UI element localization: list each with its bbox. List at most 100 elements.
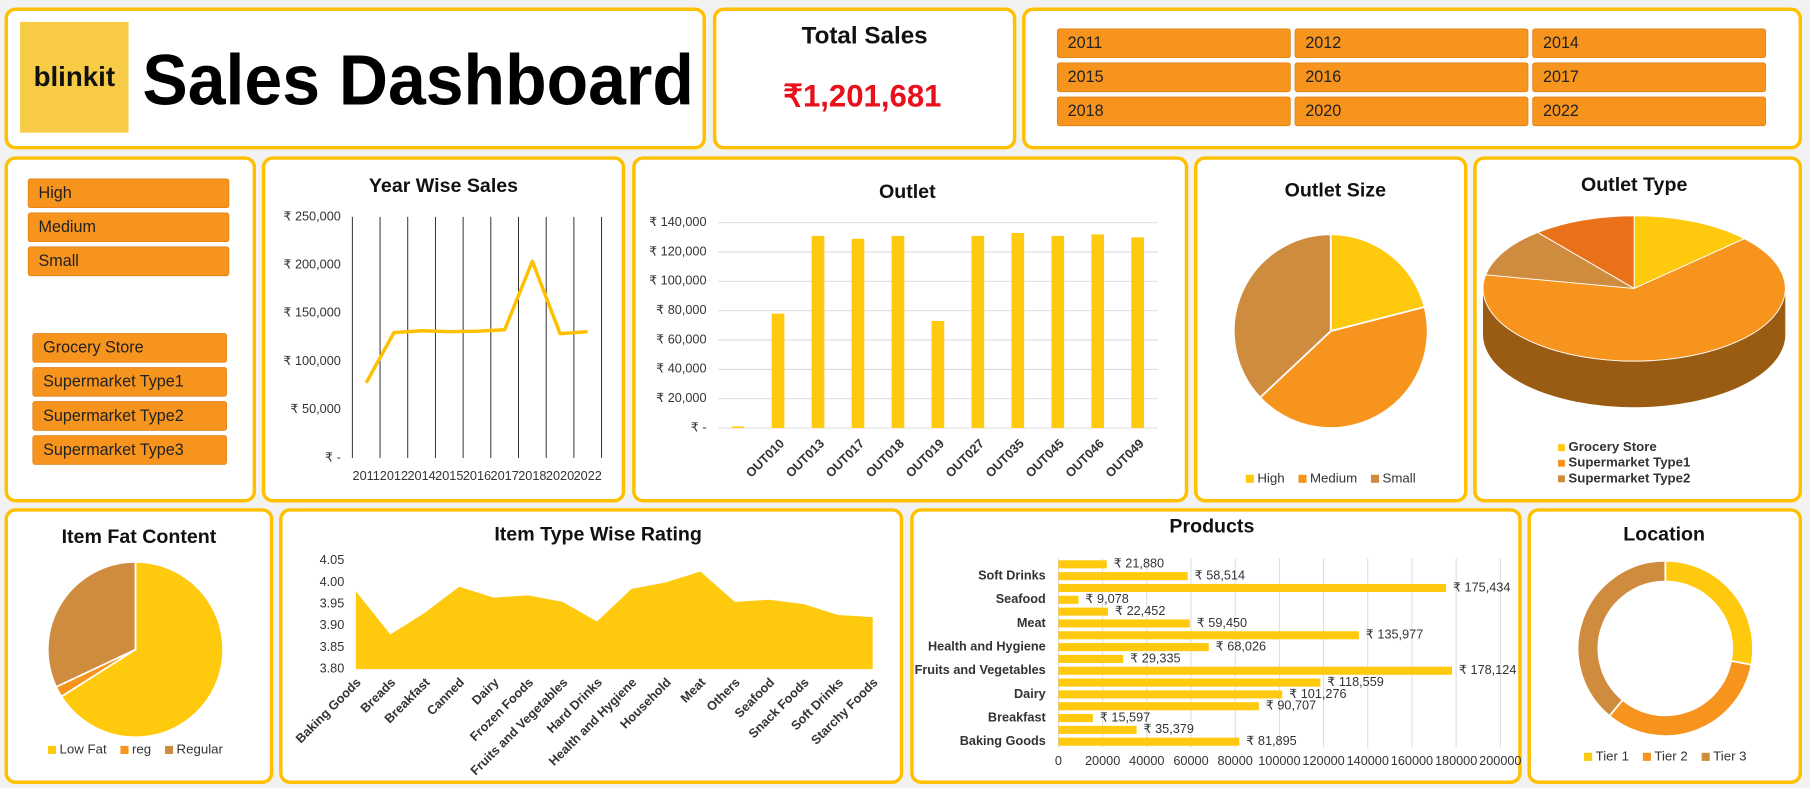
data-label: ₹ 68,026: [1216, 639, 1266, 653]
year-slicer-button[interactable]: 2020: [1294, 96, 1529, 127]
chart-title: Location: [1623, 524, 1705, 546]
slicer-button-label[interactable]: 2015: [1068, 68, 1104, 86]
slicer-button-bg[interactable]: [1056, 62, 1291, 93]
legend-label: Tier 3: [1713, 748, 1746, 763]
outlet-type-slicer-button[interactable]: Supermarket Type2: [32, 401, 227, 431]
slicer-button-label[interactable]: Supermarket Type2: [43, 407, 184, 425]
slicer-button-label[interactable]: 2011: [1068, 34, 1103, 52]
slicer-button-label[interactable]: Grocery Store: [43, 339, 143, 357]
slicer-button-bg[interactable]: [32, 401, 227, 431]
bar: [1058, 690, 1283, 699]
outlet-size-slicer-button[interactable]: High: [27, 178, 230, 209]
slicer-button-bg[interactable]: [27, 178, 230, 209]
slicer-button-bg[interactable]: [32, 367, 227, 397]
x-tick-label: 2011: [353, 469, 380, 483]
slicer-button-bg[interactable]: [1532, 28, 1767, 59]
header-panel: [4, 7, 706, 150]
slicer-button-label[interactable]: 2017: [1543, 68, 1579, 86]
x-tick-label: 2020: [546, 469, 574, 483]
slicer-button-bg[interactable]: [32, 435, 227, 465]
y-tick-label: 4.05: [320, 553, 345, 567]
x-tick-label: 180000: [1435, 754, 1477, 768]
pie-slice: [1232, 233, 1332, 399]
slicer-button-label[interactable]: Medium: [39, 218, 96, 236]
bar: [1058, 583, 1447, 593]
x-tick-label: 100000: [1258, 754, 1300, 768]
data-label: ₹ 9,078: [1085, 592, 1128, 606]
chart-title: Outlet Type: [1581, 174, 1688, 196]
bar: [1058, 560, 1107, 569]
legend-swatch: [1298, 474, 1307, 483]
slicer-button-bg[interactable]: [32, 333, 227, 363]
legend-label: Tier 2: [1654, 748, 1687, 763]
outlet-type-slicer-button[interactable]: Grocery Store: [32, 333, 227, 363]
x-tick-label: 2012: [380, 469, 408, 483]
dashboard-title: Sales Dashboard: [142, 40, 693, 120]
year-slicer-button[interactable]: 2011: [1056, 28, 1291, 59]
slicer-button-bg[interactable]: [1056, 96, 1291, 127]
y-tick-label: Breakfast: [988, 710, 1047, 724]
data-label: ₹ 101,276: [1289, 687, 1346, 701]
slicer-button-bg[interactable]: [1056, 28, 1291, 59]
bar: [1091, 234, 1105, 429]
slicer-button-bg[interactable]: [27, 212, 230, 243]
y-tick-label: ₹ 20,000: [656, 391, 706, 405]
year-slicer-button[interactable]: 2018: [1056, 96, 1291, 127]
legend-label: Tier 1: [1596, 748, 1629, 763]
data-label: ₹ 178,124: [1459, 663, 1516, 677]
slicer-button-label[interactable]: 2018: [1068, 102, 1104, 120]
year-slicer-button[interactable]: 2022: [1532, 96, 1767, 127]
legend-swatch: [1558, 444, 1565, 452]
x-tick-label: 60000: [1173, 754, 1208, 768]
outlet-size-slicer-button[interactable]: Small: [27, 246, 230, 277]
year-slicer-button[interactable]: 2014: [1532, 28, 1767, 59]
year-slicer-button[interactable]: 2015: [1056, 62, 1291, 93]
year-slicer-button[interactable]: 2017: [1532, 62, 1767, 93]
y-tick-label: Soft Drinks: [978, 569, 1046, 583]
x-tick-label: 2014: [407, 469, 435, 483]
legend-label: Regular: [177, 741, 224, 756]
x-tick-label: 140000: [1347, 754, 1389, 768]
slicer-button-bg[interactable]: [1294, 96, 1529, 127]
slicer-button-label[interactable]: 2020: [1305, 102, 1341, 120]
y-tick-label: Baking Goods: [960, 734, 1046, 748]
pie-slice: [1536, 215, 1635, 290]
bar: [931, 320, 945, 429]
bar: [731, 426, 745, 429]
outlet-type-slicer-button[interactable]: Supermarket Type1: [32, 367, 227, 397]
slicer-button-label[interactable]: Supermarket Type3: [43, 441, 184, 459]
year-slicer-button[interactable]: 2016: [1294, 62, 1529, 93]
x-tick-label: 2015: [435, 469, 463, 483]
pie-slice: [1633, 215, 1746, 290]
legend-label: Medium: [1310, 470, 1357, 485]
y-tick-label: ₹ 80,000: [656, 303, 706, 317]
slicer-button-label[interactable]: 2012: [1305, 34, 1341, 52]
y-tick-label: ₹ -: [325, 450, 341, 464]
legend-label: High: [1257, 470, 1284, 485]
bar: [891, 235, 905, 429]
rating-area: [355, 571, 873, 670]
outlet-type-slicer-button[interactable]: Supermarket Type3: [32, 435, 227, 465]
data-label: ₹ 21,880: [1114, 557, 1164, 571]
legend-swatch: [1642, 752, 1651, 761]
slicer-button-label[interactable]: 2014: [1543, 34, 1579, 52]
legend: High Medium Small: [1245, 470, 1416, 485]
slicer-button-bg[interactable]: [1532, 62, 1767, 93]
data-label: ₹ 118,559: [1327, 675, 1384, 689]
bar: [1058, 666, 1452, 675]
slicer-button-label[interactable]: 2016: [1305, 68, 1341, 86]
slicer-button-bg[interactable]: [27, 246, 230, 277]
slicer-button-label[interactable]: 2022: [1543, 102, 1579, 120]
slicer-button-bg[interactable]: [1294, 28, 1529, 59]
slicer-button-bg[interactable]: [1294, 62, 1529, 93]
bar: [771, 313, 785, 429]
slicer-button-label[interactable]: Supermarket Type1: [43, 373, 184, 391]
slicer-button-label[interactable]: Small: [39, 252, 79, 270]
slicer-button-bg[interactable]: [1532, 96, 1767, 127]
outlet-size-slicer-button[interactable]: Medium: [27, 212, 230, 243]
legend-label: Small: [1383, 470, 1416, 485]
year-slicer-button[interactable]: 2012: [1294, 28, 1529, 59]
slicer-button-label[interactable]: High: [39, 184, 72, 202]
pie-slice: [46, 561, 137, 689]
